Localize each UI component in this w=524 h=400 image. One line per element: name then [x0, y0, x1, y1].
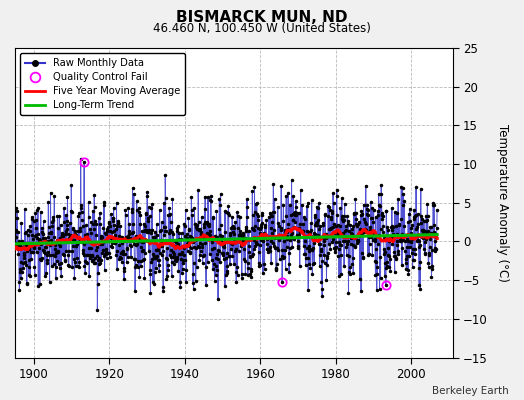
Legend: Raw Monthly Data, Quality Control Fail, Five Year Moving Average, Long-Term Tren: Raw Monthly Data, Quality Control Fail, … [20, 53, 185, 115]
Y-axis label: Temperature Anomaly (°C): Temperature Anomaly (°C) [496, 124, 509, 282]
Text: BISMARCK MUN, ND: BISMARCK MUN, ND [176, 10, 348, 25]
Text: 46.460 N, 100.450 W (United States): 46.460 N, 100.450 W (United States) [153, 22, 371, 35]
Text: Berkeley Earth: Berkeley Earth [432, 386, 508, 396]
